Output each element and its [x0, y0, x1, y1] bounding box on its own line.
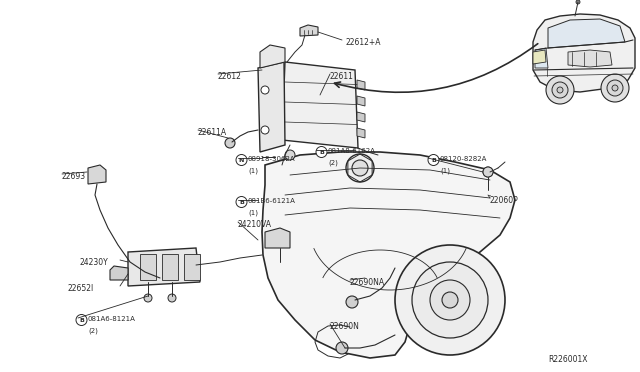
Circle shape	[316, 147, 327, 157]
Polygon shape	[568, 50, 612, 67]
Polygon shape	[162, 254, 178, 280]
Text: 22693: 22693	[62, 172, 86, 181]
Circle shape	[601, 74, 629, 102]
Circle shape	[144, 294, 152, 302]
Text: 081A6-8121A: 081A6-8121A	[88, 316, 136, 322]
Polygon shape	[88, 165, 106, 184]
Circle shape	[261, 86, 269, 94]
Polygon shape	[548, 19, 625, 48]
Circle shape	[285, 150, 295, 160]
Polygon shape	[184, 254, 200, 280]
Text: 081A8-6162A: 081A8-6162A	[328, 148, 376, 154]
Circle shape	[168, 294, 176, 302]
Polygon shape	[357, 96, 365, 106]
Polygon shape	[357, 80, 365, 90]
Polygon shape	[140, 254, 156, 280]
Circle shape	[236, 154, 247, 166]
Circle shape	[428, 154, 439, 166]
Text: (1): (1)	[248, 167, 258, 173]
Polygon shape	[533, 14, 635, 92]
Polygon shape	[265, 228, 290, 248]
Text: (2): (2)	[328, 159, 338, 166]
Circle shape	[430, 280, 470, 320]
Text: 22612+A: 22612+A	[345, 38, 381, 47]
Polygon shape	[300, 25, 318, 36]
Text: B: B	[431, 157, 436, 163]
Text: (1): (1)	[248, 209, 258, 215]
Text: 22611: 22611	[330, 72, 354, 81]
Text: (2): (2)	[88, 327, 98, 334]
Text: R226001X: R226001X	[548, 355, 588, 364]
Circle shape	[76, 314, 87, 326]
Text: B: B	[239, 199, 244, 205]
Polygon shape	[533, 50, 546, 64]
Text: N: N	[239, 157, 244, 163]
Circle shape	[442, 292, 458, 308]
Circle shape	[346, 296, 358, 308]
Text: 22611A: 22611A	[198, 128, 227, 137]
Circle shape	[483, 167, 493, 177]
Circle shape	[395, 245, 505, 355]
Text: 22612: 22612	[218, 72, 242, 81]
Circle shape	[336, 342, 348, 354]
Polygon shape	[260, 45, 285, 68]
Circle shape	[352, 160, 368, 176]
Circle shape	[346, 154, 374, 182]
Text: 08120-8282A: 08120-8282A	[440, 156, 488, 162]
Text: B: B	[79, 317, 84, 323]
Text: 22690NA: 22690NA	[350, 278, 385, 287]
Text: 22060P: 22060P	[490, 196, 519, 205]
Circle shape	[552, 82, 568, 98]
Polygon shape	[357, 128, 365, 138]
Circle shape	[483, 167, 493, 177]
Circle shape	[546, 76, 574, 104]
Polygon shape	[128, 248, 200, 286]
Text: 24230Y: 24230Y	[80, 258, 109, 267]
Text: (1): (1)	[440, 167, 450, 173]
Text: 24210VA: 24210VA	[238, 220, 272, 229]
Polygon shape	[282, 62, 358, 148]
Text: 08918-3062A: 08918-3062A	[248, 156, 296, 162]
Circle shape	[236, 196, 247, 208]
Text: 22690N: 22690N	[330, 322, 360, 331]
Text: B: B	[319, 150, 324, 154]
Circle shape	[576, 0, 580, 4]
Polygon shape	[110, 266, 128, 280]
Circle shape	[225, 138, 235, 148]
Text: 22652I: 22652I	[68, 284, 94, 293]
Circle shape	[412, 262, 488, 338]
Circle shape	[261, 126, 269, 134]
Polygon shape	[535, 48, 548, 68]
Polygon shape	[357, 112, 365, 122]
Polygon shape	[262, 152, 515, 358]
Circle shape	[612, 85, 618, 91]
Circle shape	[607, 80, 623, 96]
Circle shape	[557, 87, 563, 93]
Text: 081B6-6121A: 081B6-6121A	[248, 198, 296, 204]
Polygon shape	[258, 62, 285, 152]
